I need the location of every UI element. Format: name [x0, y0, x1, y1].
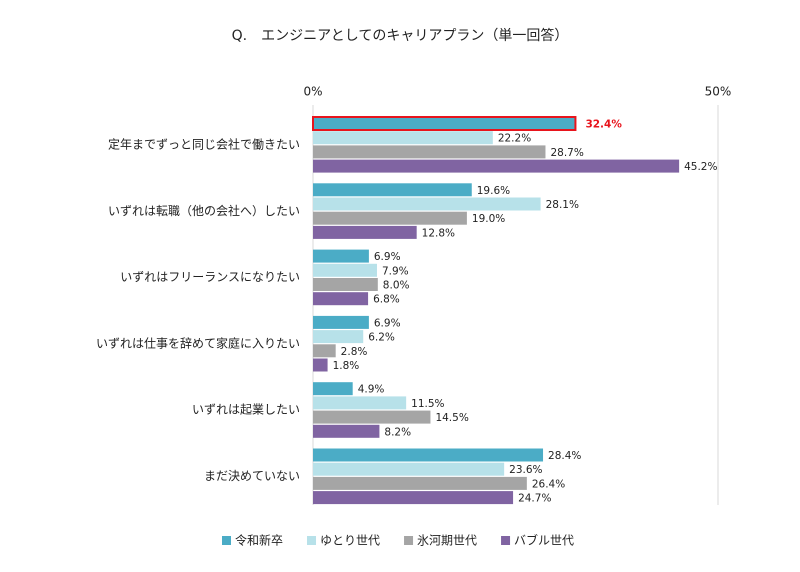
value-label: 7.9%: [382, 265, 409, 277]
bar: [313, 211, 467, 225]
value-label: 4.9%: [358, 384, 385, 396]
bar: [312, 116, 577, 131]
legend-label: 氷河期世代: [417, 534, 477, 548]
value-label: 6.2%: [368, 332, 395, 344]
value-label: 28.4%: [548, 450, 581, 462]
bar: [313, 225, 417, 239]
bar: [313, 131, 493, 145]
legend-label: 令和新卒: [235, 533, 283, 548]
value-label: 19.6%: [477, 185, 510, 197]
value-label: 1.8%: [333, 360, 360, 372]
bar: [313, 197, 541, 211]
value-label: 6.8%: [373, 294, 400, 306]
value-label: 6.9%: [374, 251, 401, 263]
bar: [313, 410, 431, 424]
value-label: 8.2%: [384, 426, 411, 438]
legend-swatch: [501, 536, 511, 545]
value-label: 19.0%: [472, 213, 505, 225]
bar: [313, 382, 353, 396]
bar: [313, 278, 378, 291]
legend-swatch: [307, 536, 317, 545]
bar: [313, 145, 546, 159]
bar: [313, 491, 514, 505]
bar: [313, 315, 369, 329]
value-label: 26.4%: [532, 478, 565, 490]
value-label: 28.1%: [546, 199, 579, 211]
legend-label: バブル世代: [514, 533, 574, 548]
bar: [313, 183, 472, 197]
legend-swatch: [404, 536, 414, 545]
bar: [313, 292, 369, 306]
bar: [313, 263, 377, 277]
bar: [313, 358, 328, 372]
value-label: 28.7%: [550, 147, 583, 159]
value-label: 8.0%: [383, 280, 410, 292]
category-label: いずれはフリーランスになりたい: [120, 270, 300, 284]
bar: [313, 159, 680, 173]
bar: [313, 462, 505, 476]
bar: [313, 448, 544, 462]
category-label: まだ決めていない: [204, 469, 300, 483]
value-label: 24.7%: [518, 493, 551, 505]
category-label: 定年までずっと同じ会社で働きたい: [108, 137, 300, 152]
value-label: 23.6%: [509, 464, 542, 476]
category-label: いずれは転職（他の会社へ）したい: [108, 203, 300, 218]
legend-label: ゆとり世代: [320, 534, 380, 548]
value-label: 22.2%: [498, 133, 531, 145]
x-tick-label: 50%: [705, 85, 732, 99]
bar: [313, 330, 364, 344]
value-label: 11.5%: [411, 398, 444, 410]
value-label: 12.8%: [422, 227, 455, 239]
chart-title: Q. エンジニアとしてのキャリアプラン（単一回答）: [232, 27, 569, 44]
value-label: 32.4%: [585, 119, 622, 131]
value-label: 45.2%: [684, 161, 717, 173]
bar: [313, 344, 336, 358]
category-label: いずれは仕事を辞めて家庭に入りたい: [96, 335, 300, 350]
bar: [313, 396, 407, 410]
x-tick-label: 0%: [303, 85, 322, 99]
value-label: 2.8%: [341, 346, 368, 358]
bar: [313, 476, 527, 490]
bar: [313, 424, 380, 438]
value-label: 6.9%: [374, 317, 401, 329]
value-label: 14.5%: [435, 412, 468, 424]
legend-swatch: [222, 536, 231, 545]
category-label: いずれは起業したい: [192, 403, 300, 417]
bar: [313, 249, 369, 263]
